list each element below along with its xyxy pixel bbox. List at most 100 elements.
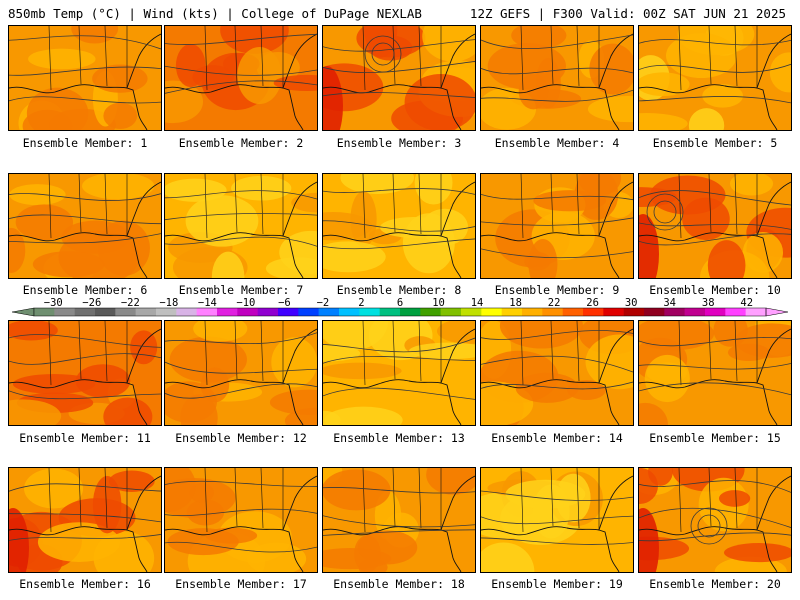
temperature-blob xyxy=(15,204,74,241)
state-borders xyxy=(204,174,284,239)
temperature-blob xyxy=(481,542,535,572)
hot-region xyxy=(323,66,343,130)
colorbar-segment xyxy=(461,308,482,316)
temperature-blob xyxy=(404,74,475,130)
state-borders xyxy=(362,321,442,386)
colorbar-segment xyxy=(725,308,746,316)
ensemble-member-caption: Ensemble Member: 9 xyxy=(494,283,620,297)
temperature-blob xyxy=(735,323,791,358)
colorbar-segment xyxy=(339,308,360,316)
height-contour xyxy=(639,532,791,542)
ensemble-member-panel xyxy=(322,25,476,131)
state-borders xyxy=(362,174,442,239)
height-contour xyxy=(9,353,161,365)
height-contour xyxy=(9,35,161,50)
colorbar-tick-label: 42 xyxy=(740,297,754,309)
colorbar-right-arrow xyxy=(765,307,789,317)
coastline xyxy=(9,328,161,425)
colorbar-tick-label: 22 xyxy=(547,297,561,309)
temperature-blob xyxy=(24,468,84,509)
temperature-blob xyxy=(169,336,247,383)
colorbar-tick-label: 18 xyxy=(509,297,522,309)
height-contour xyxy=(165,190,317,200)
state-borders xyxy=(520,321,600,386)
state-borders xyxy=(48,321,128,386)
height-contour xyxy=(481,34,633,50)
temperature-blob xyxy=(357,530,418,565)
height-contour xyxy=(323,61,475,74)
ensemble-member-caption: Ensemble Member: 16 xyxy=(19,577,151,591)
temperature-blob xyxy=(350,191,377,248)
temperature-map xyxy=(165,174,317,278)
height-contour xyxy=(9,334,161,348)
height-contour xyxy=(165,33,317,45)
colorbar-segment xyxy=(359,308,380,316)
ensemble-member-caption: Ensemble Member: 8 xyxy=(336,283,462,297)
coastline xyxy=(323,475,475,572)
coastline xyxy=(481,328,633,425)
colorbar-segment xyxy=(115,308,136,316)
height-contour xyxy=(9,66,161,76)
height-contour xyxy=(481,67,633,75)
temperature-blob xyxy=(769,52,791,93)
height-contour xyxy=(639,39,791,46)
ensemble-member-panel xyxy=(8,25,162,131)
ensemble-member-panel xyxy=(480,467,634,573)
temperature-blob xyxy=(688,108,725,130)
colorbar-tick-label: 10 xyxy=(432,297,445,309)
colorbar-tick-label: 14 xyxy=(470,297,484,309)
colorbar-segment xyxy=(420,308,441,316)
colorbar-segment xyxy=(684,308,706,316)
temperature-blob xyxy=(175,43,206,88)
temperature-blob xyxy=(340,174,415,194)
coastline xyxy=(165,33,317,130)
colorbar-segment xyxy=(583,308,604,316)
coastline xyxy=(639,328,791,425)
ensemble-member-panel xyxy=(638,467,792,573)
colorbar-segment xyxy=(176,308,197,316)
temperature-blob xyxy=(273,74,317,91)
colorbar-tick-label: −14 xyxy=(197,297,217,309)
state-borders xyxy=(48,468,128,533)
temperature-blob xyxy=(279,230,317,275)
temperature-blob xyxy=(729,174,774,196)
closed-contour xyxy=(371,42,395,66)
temperature-blob xyxy=(220,26,289,54)
temperature-blob xyxy=(271,337,317,388)
temperature-blob xyxy=(578,174,622,196)
ensemble-member-caption: Ensemble Member: 19 xyxy=(491,577,623,591)
temperature-blob xyxy=(702,84,744,108)
ensemble-member-caption: Ensemble Member: 18 xyxy=(333,577,465,591)
ensemble-member-panel xyxy=(164,320,318,426)
state-borders xyxy=(520,26,600,91)
colorbar-segment xyxy=(745,308,767,316)
colorbar-segment xyxy=(644,308,665,316)
temperature-blob xyxy=(421,208,469,246)
closed-contour xyxy=(364,35,402,73)
colorbar-tick-label: 6 xyxy=(396,297,404,309)
colorbar-segment xyxy=(196,308,218,316)
colorbar-segment xyxy=(298,308,319,316)
coastline xyxy=(165,181,317,278)
temperature-blob xyxy=(719,490,751,507)
state-borders xyxy=(204,468,284,533)
coastline xyxy=(323,328,475,425)
temperature-blob xyxy=(487,42,567,90)
state-borders xyxy=(48,174,128,239)
height-contour xyxy=(481,355,633,373)
temperature-map xyxy=(9,321,161,425)
colorbar-tick-label: −26 xyxy=(82,297,102,309)
temperature-blob xyxy=(75,364,131,398)
colorbar-tick-label: −2 xyxy=(316,297,330,309)
state-borders xyxy=(362,468,442,533)
colorbar-segment xyxy=(603,308,624,316)
state-borders xyxy=(48,26,128,91)
height-contour xyxy=(9,513,161,523)
temperature-blob xyxy=(587,96,633,123)
ensemble-member-panel xyxy=(480,320,634,426)
state-borders xyxy=(678,174,758,239)
temperature-map xyxy=(9,26,161,130)
temperature-blob xyxy=(82,174,155,200)
height-contour xyxy=(9,233,161,244)
coastline xyxy=(481,475,633,572)
